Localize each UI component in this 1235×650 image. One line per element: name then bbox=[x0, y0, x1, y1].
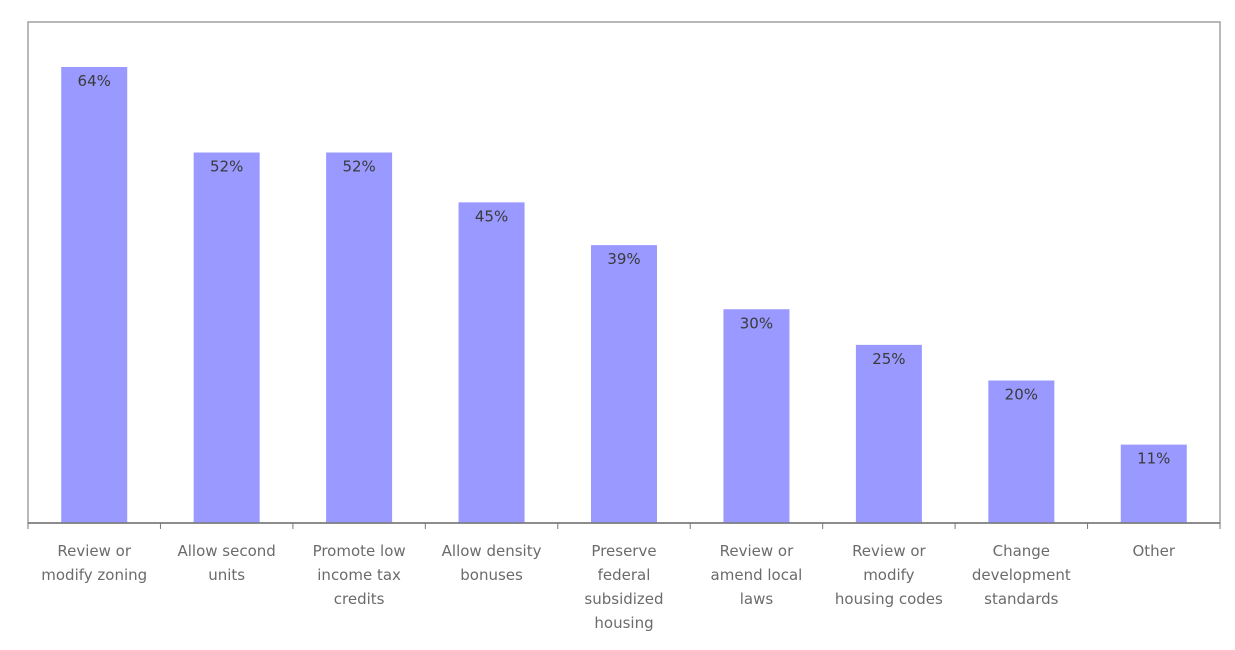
x-tick-label: Review or modify housing codes bbox=[835, 542, 943, 608]
bars-layer bbox=[61, 67, 1187, 523]
x-tick-label-line: housing bbox=[594, 614, 653, 632]
x-tick-label: Preserve federal subsidized housing bbox=[584, 542, 663, 632]
x-tick-label-line: modify bbox=[863, 566, 914, 584]
bar bbox=[326, 152, 393, 523]
data-label: 52% bbox=[210, 158, 243, 176]
x-tick-label-line: Review or bbox=[57, 542, 131, 560]
data-label: 45% bbox=[475, 207, 508, 225]
x-tick-label: Review or amend local laws bbox=[711, 542, 803, 608]
data-label: 39% bbox=[607, 250, 640, 268]
x-tick-label: Allow density bonuses bbox=[442, 542, 542, 584]
data-label: 20% bbox=[1005, 386, 1038, 404]
x-tick-label: Review or modify zoning bbox=[41, 542, 147, 584]
data-label: 52% bbox=[342, 158, 375, 176]
x-tick-label-line: Promote low bbox=[313, 542, 406, 560]
x-tick-label-line: Allow second bbox=[178, 542, 276, 560]
x-tick-label-line: Other bbox=[1132, 542, 1175, 560]
x-tick-label-line: income tax bbox=[317, 566, 401, 584]
bar bbox=[591, 245, 657, 523]
bar bbox=[855, 344, 922, 523]
data-labels-layer: 64% 52% 52% 45% 39% 30% 25% 20% 11% bbox=[78, 72, 1171, 468]
x-tick-label: Promote low income tax credits bbox=[313, 542, 406, 608]
x-tick-label-line: Review or bbox=[852, 542, 926, 560]
x-tick-label: Other bbox=[1132, 542, 1175, 560]
data-label: 11% bbox=[1137, 450, 1170, 468]
x-tick-label-line: Review or bbox=[720, 542, 794, 560]
x-tick-label-line: development bbox=[972, 566, 1071, 584]
bar bbox=[458, 202, 525, 523]
bar bbox=[193, 152, 260, 523]
x-axis bbox=[27, 522, 1221, 529]
bar bbox=[723, 309, 790, 523]
x-tick-label: Allow second units bbox=[178, 542, 276, 584]
bar bbox=[61, 67, 128, 523]
x-tick-label-line: credits bbox=[334, 590, 385, 608]
data-label: 64% bbox=[78, 72, 111, 90]
data-label: 25% bbox=[872, 350, 905, 368]
x-tick-label-line: standards bbox=[984, 590, 1059, 608]
x-tick-label-line: amend local bbox=[711, 566, 803, 584]
bar bbox=[1120, 444, 1187, 523]
x-tick-label-line: federal bbox=[598, 566, 651, 584]
bar bbox=[988, 380, 1055, 523]
x-tick-label: Change development standards bbox=[972, 542, 1071, 608]
x-tick-label-line: subsidized bbox=[584, 590, 663, 608]
x-tick-label-line: Change bbox=[993, 542, 1050, 560]
x-tick-label-line: bonuses bbox=[460, 566, 523, 584]
x-tick-label-line: Allow density bbox=[442, 542, 542, 560]
x-tick-label-line: modify zoning bbox=[41, 566, 147, 584]
x-tick-label-line: Preserve bbox=[591, 542, 656, 560]
x-tick-label-line: units bbox=[208, 566, 245, 584]
x-tick-label-line: housing codes bbox=[835, 590, 943, 608]
x-tick-label-line: laws bbox=[740, 590, 774, 608]
x-tick-labels: Review or modify zoning Allow second units P… bbox=[41, 542, 1176, 632]
data-label: 30% bbox=[740, 314, 773, 332]
